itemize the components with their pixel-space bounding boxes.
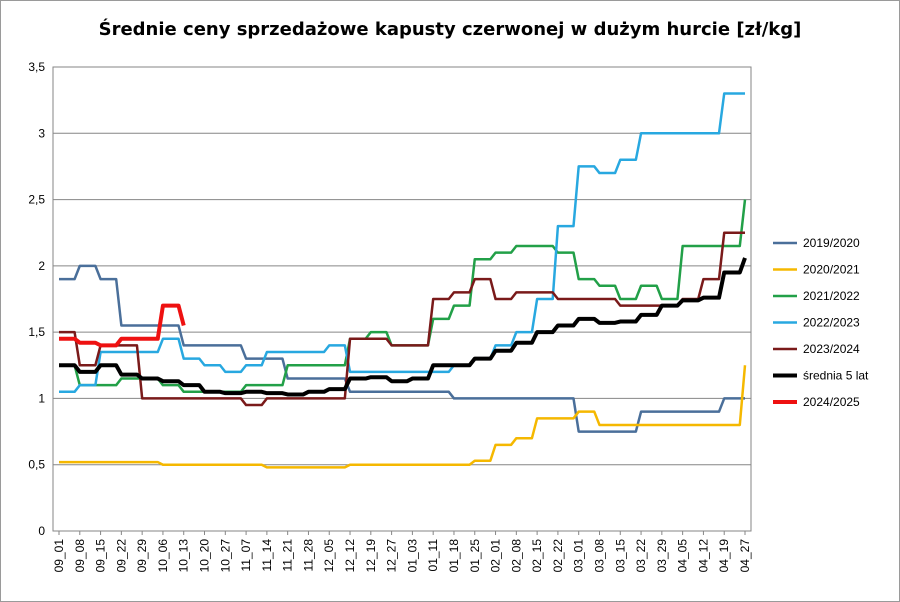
legend-label: 2019/2020 — [803, 236, 860, 250]
legend-label: 2021/2022 — [803, 289, 860, 303]
x-tick-label: 01_18 — [447, 539, 461, 573]
x-tick-label: 01_03 — [405, 539, 419, 573]
x-tick-label: 09_29 — [135, 539, 149, 573]
series-line — [59, 303, 186, 348]
y-tick-label: 0 — [38, 524, 45, 538]
chart-title: Średnie ceny sprzedażowe kapusty czerwon… — [98, 19, 802, 40]
x-tick-label: 09_15 — [94, 539, 108, 573]
x-tick-label: 03_15 — [613, 539, 627, 573]
series-lines — [59, 92, 747, 469]
x-tick-label: 03_22 — [634, 539, 648, 573]
x-axis-ticks: 09_01 09_08 09_15 09_22 09_29 10_06 10_13 10_20… — [52, 531, 752, 572]
x-tick-label: 04_12 — [696, 539, 710, 573]
x-tick-label: 11_28 — [301, 539, 315, 572]
x-tick-label: 11_21 — [281, 539, 295, 572]
legend-label: średnia 5 lat — [803, 369, 869, 383]
legend: 2019/2020 2020/2021 2021/2022 2022/2023 2023… — [773, 236, 869, 409]
x-tick-label: 02_08 — [509, 539, 523, 573]
x-tick-label: 04_05 — [676, 539, 690, 573]
legend-label: 2020/2021 — [803, 263, 860, 277]
x-tick-label: 11_07 — [239, 539, 253, 572]
x-tick-label: 09_08 — [73, 539, 87, 573]
series-line — [59, 264, 745, 433]
x-tick-label: 02_01 — [489, 539, 503, 573]
series-line — [59, 231, 745, 407]
x-tick-label: 01_11 — [426, 539, 440, 572]
y-axis-ticks: 0 0,5 1 1,5 2 2,5 3 3,5 — [28, 60, 45, 538]
x-tick-label: 12_05 — [322, 539, 336, 573]
y-tick-label: 3 — [38, 126, 45, 140]
y-tick-label: 2,5 — [28, 193, 45, 207]
x-tick-label: 10_27 — [218, 539, 232, 573]
x-tick-label: 12_12 — [343, 539, 357, 573]
x-tick-label: 12_27 — [385, 539, 399, 573]
y-tick-label: 1 — [38, 391, 45, 405]
x-tick-label: 12_19 — [364, 539, 378, 573]
x-tick-label: 10_20 — [198, 539, 212, 573]
x-tick-label: 03_29 — [655, 539, 669, 573]
series-line — [59, 199, 747, 394]
y-tick-label: 3,5 — [28, 60, 45, 74]
x-tick-label: 03_08 — [592, 539, 606, 573]
y-tick-label: 0,5 — [28, 458, 45, 472]
series-line — [59, 257, 747, 397]
x-tick-label: 10_06 — [156, 539, 170, 573]
x-tick-label: 11_14 — [260, 539, 274, 572]
series-line — [59, 92, 745, 394]
legend-label: 2024/2025 — [803, 395, 860, 409]
x-tick-label: 09_01 — [52, 539, 66, 573]
x-tick-label: 04_27 — [738, 539, 752, 573]
x-tick-label: 04_19 — [717, 539, 731, 573]
series-line — [59, 365, 747, 469]
legend-label: 2022/2023 — [803, 316, 860, 330]
x-tick-label: 09_22 — [114, 539, 128, 573]
legend-label: 2023/2024 — [803, 342, 860, 356]
y-tick-label: 1,5 — [28, 325, 45, 339]
x-tick-label: 02_22 — [551, 539, 565, 573]
x-tick-label: 03_01 — [572, 539, 586, 573]
x-tick-label: 01_25 — [468, 539, 482, 573]
y-tick-label: 2 — [38, 259, 45, 273]
x-tick-label: 10_13 — [177, 539, 191, 573]
x-tick-label: 02_15 — [530, 539, 544, 573]
